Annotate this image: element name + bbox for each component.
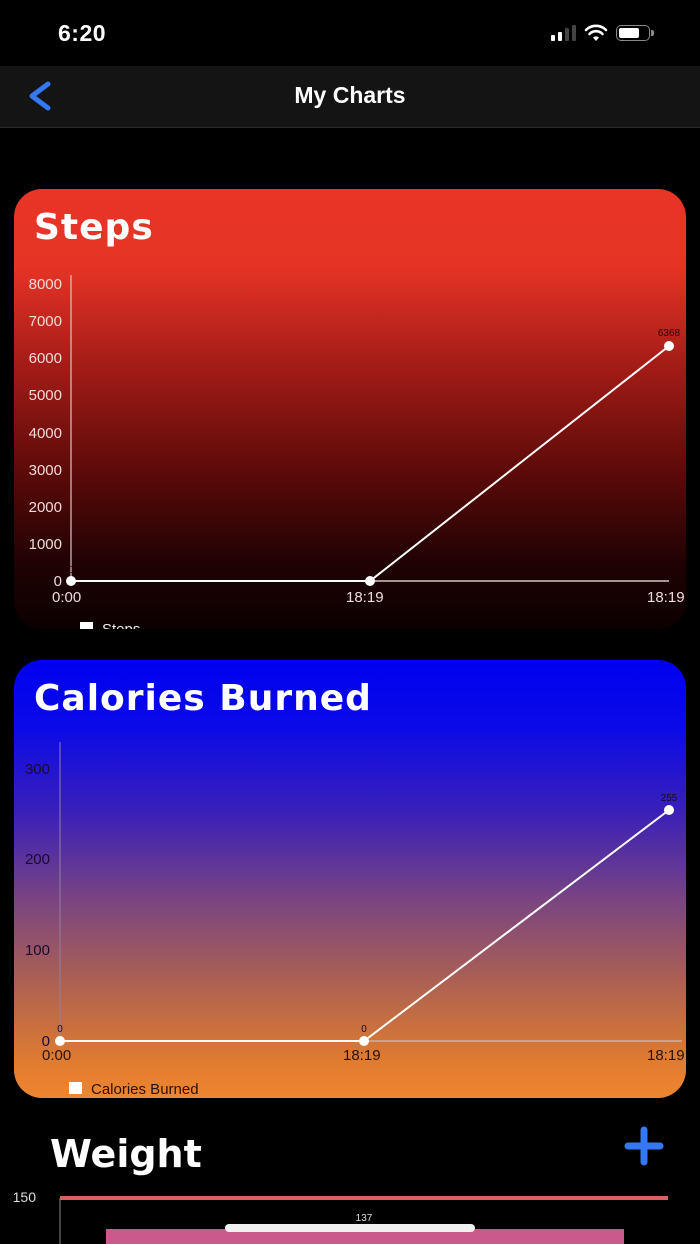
y-tick: 8000 [29, 276, 62, 293]
steps-point-labels: 0 0 6368 [68, 328, 680, 576]
wifi-icon [584, 24, 608, 41]
svg-text:6368: 6368 [658, 328, 681, 339]
cellular-signal-icon [551, 25, 576, 41]
back-button[interactable] [22, 78, 58, 114]
x-tick: 18:19 [343, 1047, 381, 1064]
calories-point-labels: 0 0 255 [57, 793, 678, 1035]
data-point [359, 1036, 369, 1046]
weight-bar [106, 1229, 624, 1244]
y-tick: 3000 [29, 462, 62, 479]
battery-icon [616, 25, 654, 41]
y-tick: 200 [25, 851, 50, 868]
y-tick: 100 [25, 942, 50, 959]
x-tick: 0:00 [52, 589, 81, 606]
home-indicator[interactable] [225, 1224, 475, 1232]
data-point [664, 341, 674, 351]
y-tick: 300 [25, 761, 50, 778]
steps-chart-card[interactable]: Steps 8000 7000 6000 5000 4000 3000 2000… [14, 189, 686, 629]
y-tick: 0 [54, 573, 62, 590]
y-tick: 6000 [29, 350, 62, 367]
y-tick: 7000 [29, 313, 62, 330]
svg-text:0: 0 [68, 565, 74, 576]
y-tick: 2000 [29, 499, 62, 516]
data-point [365, 576, 375, 586]
x-tick: 18:19 [647, 1047, 685, 1064]
add-weight-button[interactable] [624, 1126, 664, 1166]
calories-chart-card[interactable]: Calories Burned 300 200 100 0 0:00 18:19… [14, 660, 686, 1098]
status-bar: 6:20 [0, 0, 700, 66]
svg-text:255: 255 [661, 793, 678, 804]
page-title: My Charts [294, 82, 406, 108]
y-tick: 0 [42, 1033, 50, 1050]
calories-x-axis-labels: 0:00 18:19 18:19 [42, 1047, 685, 1064]
steps-y-axis-labels: 8000 7000 6000 5000 4000 3000 2000 1000 … [29, 276, 62, 590]
x-tick: 18:19 [647, 589, 685, 606]
data-point [66, 576, 76, 586]
data-point [664, 805, 674, 815]
y-tick: 150 [13, 1189, 37, 1205]
steps-line-chart: 8000 7000 6000 5000 4000 3000 2000 1000 … [29, 275, 685, 629]
chevron-left-icon [29, 81, 51, 111]
bar-value-label: 137 [356, 1213, 373, 1224]
svg-text:0: 0 [361, 1024, 367, 1035]
status-icons [551, 24, 654, 42]
y-tick: 1000 [29, 536, 62, 553]
data-point [55, 1036, 65, 1046]
steps-series-line [71, 345, 670, 582]
calories-y-axis-labels: 300 200 100 0 [25, 761, 50, 1050]
calories-line-chart: 300 200 100 0 0:00 18:19 18:19 0 0 255 C… [25, 742, 685, 1098]
y-tick: 4000 [29, 425, 62, 442]
calories-series-line [60, 809, 670, 1042]
plus-icon [624, 1126, 664, 1166]
x-tick: 0:00 [42, 1047, 71, 1064]
x-tick: 18:19 [346, 589, 384, 606]
svg-text:0: 0 [57, 1024, 63, 1035]
weight-section-title: Weight [50, 1132, 202, 1176]
steps-card-title: Steps [34, 207, 154, 248]
navigation-bar: My Charts [0, 66, 700, 128]
steps-x-axis-labels: 0:00 18:19 18:19 [52, 589, 685, 606]
legend-label: Calories Burned [91, 1081, 199, 1098]
y-tick: 5000 [29, 387, 62, 404]
legend-swatch [80, 622, 93, 629]
legend-swatch [69, 1082, 82, 1094]
status-time: 6:20 [58, 20, 107, 46]
weight-bar-chart: 150 137 [13, 1189, 668, 1244]
svg-text:0: 0 [367, 565, 373, 576]
calories-card-title: Calories Burned [34, 678, 372, 719]
legend-label: Steps [102, 621, 140, 629]
